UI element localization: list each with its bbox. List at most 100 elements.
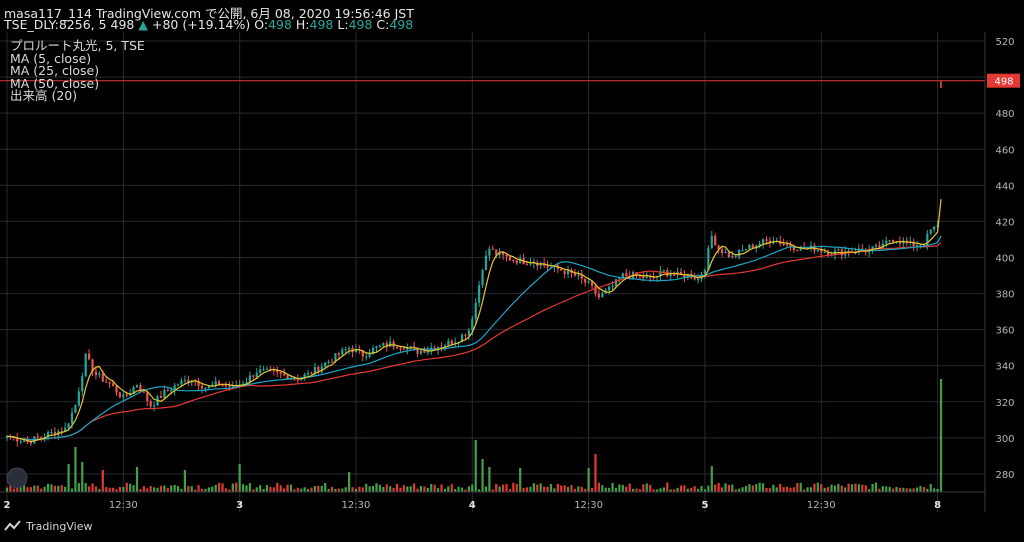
x-tick-label: 12:30 xyxy=(807,500,836,511)
candle-body xyxy=(478,285,481,303)
volume-bar xyxy=(748,484,751,492)
volume-bar xyxy=(245,485,248,492)
candle-body xyxy=(823,251,826,253)
candle-body xyxy=(306,373,310,375)
volume-bar xyxy=(413,483,416,492)
volume-bar xyxy=(327,488,330,492)
candle-body xyxy=(727,251,730,258)
candle-body xyxy=(176,384,180,386)
volume-bar xyxy=(156,487,159,492)
tradingview-logo[interactable]: TradingView xyxy=(4,518,92,534)
volume-bar xyxy=(330,487,334,492)
candle-body xyxy=(515,260,518,264)
volume-bar xyxy=(905,488,908,492)
candle-body xyxy=(180,380,183,385)
volume-bar xyxy=(543,486,546,492)
change-arrow: ▲ xyxy=(138,17,148,32)
volume-bar xyxy=(573,488,577,492)
candle-body xyxy=(313,366,317,375)
volume-bar xyxy=(74,447,77,492)
volume-bar xyxy=(64,486,67,492)
ma5-line xyxy=(6,199,942,443)
legend-volume[interactable]: 出来高 (20) xyxy=(10,88,78,104)
legend-ma5[interactable]: MA (5, close) xyxy=(10,50,92,66)
volume-bar xyxy=(365,483,368,492)
legend-ma50[interactable]: MA (50, close) xyxy=(10,75,100,91)
volume-bar xyxy=(303,487,306,492)
candle-body xyxy=(259,369,262,373)
candle-body xyxy=(748,244,751,250)
volume-bar xyxy=(515,483,518,492)
candle-body xyxy=(279,372,282,374)
symbol-label: TSE_DLY:8256, 5 xyxy=(4,17,107,32)
volume-bar xyxy=(187,486,190,492)
volume-bar xyxy=(163,485,166,492)
volume-bar xyxy=(440,484,443,492)
candle-body xyxy=(871,246,874,250)
volume-bar xyxy=(734,489,737,492)
volume-bar xyxy=(536,484,539,492)
volume-bar xyxy=(755,484,758,492)
candle-body xyxy=(77,391,80,406)
candle-body xyxy=(891,240,895,243)
x-tick-label: 3 xyxy=(236,500,243,511)
candle-body xyxy=(546,265,549,268)
volume-bar xyxy=(228,489,231,492)
candle-body xyxy=(933,226,936,230)
volume-bar xyxy=(211,486,214,492)
volume-bar xyxy=(33,485,36,492)
volume-bar xyxy=(433,484,436,492)
volume-bar xyxy=(180,488,183,492)
volume-bar xyxy=(207,487,210,492)
volume-bar xyxy=(720,487,724,492)
candle-body xyxy=(450,340,453,344)
candle-body xyxy=(197,380,200,386)
candle-body xyxy=(40,437,43,439)
x-tick-label: 12:30 xyxy=(342,500,371,511)
chart-badge xyxy=(6,467,28,489)
volume-bar xyxy=(566,487,570,492)
volume-bar xyxy=(409,486,412,492)
candle-body xyxy=(36,436,39,438)
volume-bar xyxy=(885,486,888,492)
volume-bar xyxy=(204,488,207,492)
volume-bar xyxy=(221,483,224,492)
volume-bar xyxy=(248,483,252,492)
candle-body xyxy=(529,263,532,265)
candle-body xyxy=(310,373,313,375)
candle-body xyxy=(419,350,423,354)
candle-body xyxy=(936,225,939,227)
open-value: 498 xyxy=(268,17,292,32)
volume-bar xyxy=(556,483,559,492)
volume-bar xyxy=(81,462,84,492)
candle-body xyxy=(74,405,77,413)
volume-bar xyxy=(580,486,583,492)
chart-header-publisher: masa117_114 TradingView.com で公開, 6月 08, … xyxy=(4,3,414,22)
candle-body xyxy=(597,293,600,298)
volume-bar xyxy=(590,487,594,492)
candle-body xyxy=(724,251,727,254)
candle-body xyxy=(467,330,470,336)
volume-bar xyxy=(813,483,816,492)
candle-body xyxy=(135,384,139,388)
volume-bar xyxy=(125,482,128,492)
candle-body xyxy=(799,246,802,251)
legend-symbol[interactable]: プロルート丸光, 5, TSE xyxy=(10,38,145,53)
y-tick-label: 280 xyxy=(995,470,1014,481)
candle-body xyxy=(101,373,104,382)
volume-bar xyxy=(597,482,600,492)
candle-body xyxy=(371,347,375,354)
candle-body xyxy=(53,432,57,436)
volume-bar xyxy=(40,488,43,492)
volume-bar xyxy=(584,488,587,492)
volume-bar xyxy=(522,487,525,492)
candle-body xyxy=(662,270,665,272)
volume-bar xyxy=(707,485,710,492)
volume-bar xyxy=(799,482,802,492)
candle-body xyxy=(385,343,388,347)
volume-bar xyxy=(868,489,871,492)
legend-ma25[interactable]: MA (25, close) xyxy=(10,63,100,79)
candle-body xyxy=(460,334,464,343)
candle-body xyxy=(26,440,29,442)
